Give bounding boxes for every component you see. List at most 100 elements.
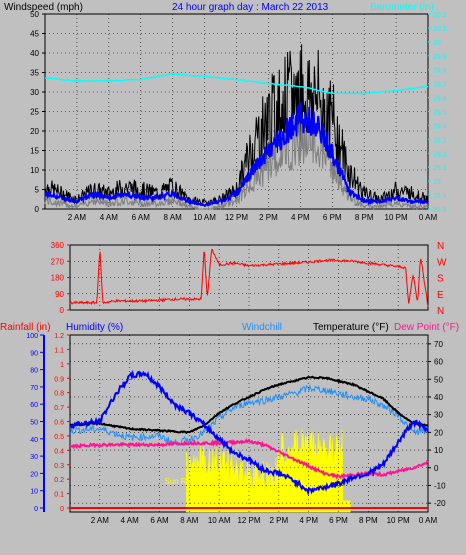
rain-tick-label: 1.2	[54, 333, 64, 340]
humidity-tick-label: 90	[30, 350, 38, 357]
y-tick-label: 25	[30, 108, 39, 117]
x-tick-label: 12 PM	[237, 516, 260, 525]
y2-tick-label: 29.6	[433, 96, 447, 103]
y-tick-label: 10	[30, 166, 39, 175]
rain-tick-label: 0	[60, 506, 64, 513]
y2-tick-label: 30.2	[433, 12, 447, 19]
wind-grey-series	[44, 114, 429, 211]
x-tick-label: 4 AM	[121, 516, 140, 525]
y-tick-label: 5	[35, 186, 40, 195]
rain-tick-label: 0.8	[54, 391, 64, 398]
wind-plot-area	[44, 13, 429, 210]
humidity-tick-label: 30	[30, 454, 38, 461]
y2-tick-label: 30.1	[433, 26, 447, 33]
x-tick-label: 10 PM	[387, 516, 410, 525]
barometer-series	[45, 73, 429, 95]
temp-tick-label: 60	[434, 358, 443, 367]
chart-title: 24 hour graph day : March 22 2013	[172, 2, 329, 13]
y2-tick-label: 29.1	[433, 165, 447, 172]
temp-tick-label: -20	[434, 499, 446, 508]
y2-tick-label: 29.5	[433, 110, 447, 117]
x-tick-label: 8 AM	[180, 516, 199, 525]
humidity-tick-label: 0	[34, 506, 38, 513]
compass-label: E	[437, 290, 444, 301]
humidity-tick-label: 100	[26, 333, 38, 340]
rain-tick-label: 0.6	[54, 420, 64, 427]
y-tick-label: 0	[60, 306, 65, 315]
y-tick-label: 40	[30, 49, 39, 58]
rain-tick-label: 0.1	[54, 492, 64, 499]
rain-tick-label: 0.5	[54, 434, 64, 441]
x-tick-label: 6 PM	[323, 213, 342, 222]
compass-label: N	[437, 241, 444, 252]
wind-direction-series	[69, 249, 429, 307]
rain-tick-label: 0.2	[54, 477, 64, 484]
y-tick-label: 15	[30, 147, 39, 156]
y-tick-label: 360	[51, 241, 65, 250]
y2-tick-label: 29.8	[433, 68, 447, 75]
temp-tick-label: 0	[434, 464, 439, 473]
humidity-tick-label: 10	[30, 489, 38, 496]
humidity-label: Humidity (%)	[66, 322, 123, 333]
y2-tick-label: 29.4	[433, 123, 447, 130]
temp-tick-label: 10	[434, 446, 443, 455]
y-tick-label: 0	[35, 205, 40, 214]
temp-tick-label: -10	[434, 481, 446, 490]
y-tick-label: 90	[55, 290, 64, 299]
x-tick-label: 6 AM	[150, 516, 169, 525]
y-tick-label: 45	[30, 30, 39, 39]
x-tick-label: 4 PM	[291, 213, 310, 222]
rainfall-label: Rainfall (in)	[0, 322, 51, 333]
temp-tick-label: 70	[434, 340, 443, 349]
x-tick-label: 10 AM	[193, 213, 216, 222]
y2-tick-label: 29.2	[433, 151, 447, 158]
temp-tick-label: 40	[434, 393, 443, 402]
x-tick-label: 2 AM	[91, 516, 110, 525]
windspeed-label: Windspeed (mph)	[4, 2, 83, 13]
y-tick-label: 180	[51, 274, 65, 283]
temp-tick-label: 50	[434, 375, 443, 384]
humidity-tick-label: 60	[30, 402, 38, 409]
x-tick-label: 2 PM	[259, 213, 278, 222]
wind-average-series	[44, 102, 429, 207]
x-tick-label: 4 PM	[299, 516, 318, 525]
rain-tick-label: 0.7	[54, 405, 64, 412]
x-tick-label: 10 PM	[385, 213, 408, 222]
x-tick-label: 10 AM	[208, 516, 231, 525]
y-tick-label: 35	[30, 69, 39, 78]
wind-gust-series	[44, 44, 429, 207]
wind-panel: 0 5 10 15 20 25 30 35 40 45 50 2 AM 4 AM 6 AM 8 AM 10 A…	[30, 10, 447, 222]
dewpoint-label: Dew Point (°F)	[394, 322, 459, 333]
x-tick-label: 8 PM	[355, 213, 374, 222]
y2-tick-label: 29	[433, 179, 441, 186]
y2-tick-label: 28.9	[433, 193, 447, 200]
sun-label: Sun R	[164, 477, 186, 486]
rain-tick-label: 0.9	[54, 376, 64, 383]
compass-label: N	[437, 306, 444, 317]
temp-tick-label: 20	[434, 428, 443, 437]
rain-tick-label: 0.3	[54, 463, 64, 470]
rain-tick-label: 1	[60, 362, 64, 369]
windchill-label: Windchill	[242, 322, 282, 333]
y2-tick-label: 29.3	[433, 137, 447, 144]
x-tick-label: 12 PM	[225, 213, 248, 222]
x-tick-label: 6 AM	[132, 213, 151, 222]
barometer-label: Barometer (in)	[370, 2, 434, 13]
temp-tick-label: 30	[434, 411, 443, 420]
x-tick-label: 8 AM	[164, 213, 183, 222]
y2-tick-label: 30	[433, 40, 441, 47]
x-tick-label: 2 AM	[68, 213, 87, 222]
compass-label: W	[437, 257, 447, 268]
x-tick-label: 4 AM	[100, 213, 119, 222]
x-tick-label: 6 PM	[329, 516, 348, 525]
windchill-series	[69, 384, 429, 447]
rain-tick-label: 1.1	[54, 347, 64, 354]
y2-tick-label: 29.7	[433, 82, 447, 89]
y2-tick-label: 29.9	[433, 54, 447, 61]
rain-tick-label: 0.4	[54, 448, 64, 455]
humidity-tick-label: 80	[30, 368, 38, 375]
x-tick-label: 0 AM	[419, 516, 438, 525]
wind-direction-panel: 0 N 90 E 180 S 270 W 360 N	[51, 241, 447, 317]
